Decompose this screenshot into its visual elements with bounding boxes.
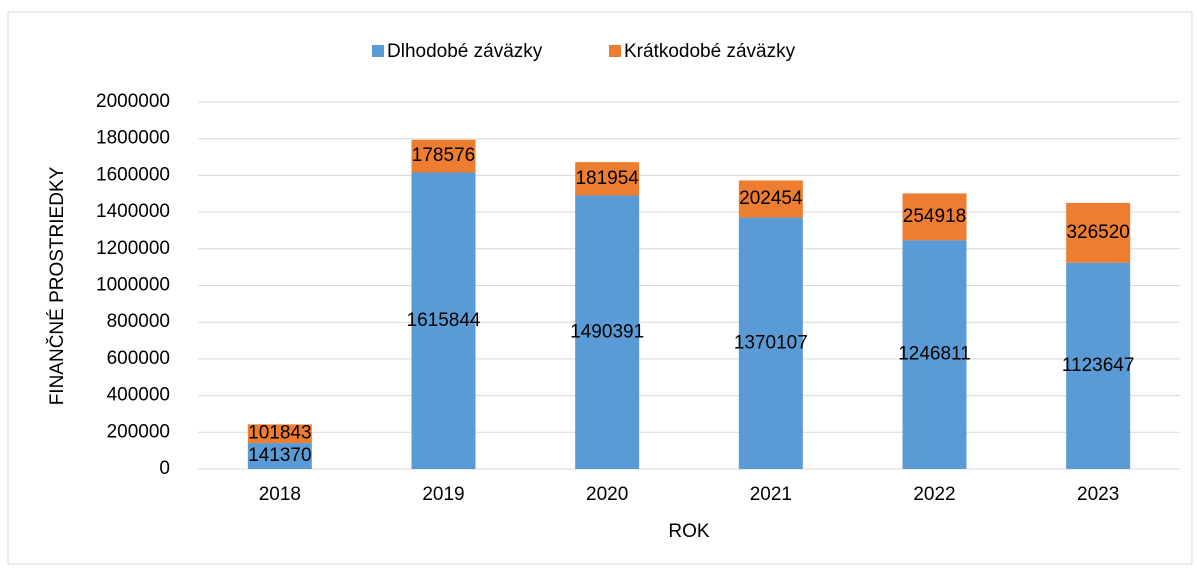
x-tick-label: 2023 bbox=[1077, 484, 1119, 505]
y-tick-label: 0 bbox=[159, 458, 170, 479]
bar-segment bbox=[738, 180, 803, 218]
data-label: 254918 bbox=[903, 206, 966, 227]
y-tick-label: 400000 bbox=[107, 385, 170, 406]
legend-swatch bbox=[372, 45, 384, 57]
bar-segment bbox=[575, 162, 640, 196]
legend-label: Dlhodobé záväzky bbox=[387, 41, 543, 62]
bar-segment bbox=[1066, 202, 1131, 263]
x-tick-label: 2022 bbox=[913, 484, 955, 505]
bar-segment bbox=[247, 443, 312, 469]
y-tick-label: 1600000 bbox=[96, 164, 170, 185]
bar-segment bbox=[411, 139, 476, 173]
y-tick-label: 2000000 bbox=[96, 91, 170, 112]
x-axis-title: ROK bbox=[668, 521, 710, 542]
y-tick-label: 800000 bbox=[107, 311, 170, 332]
data-label: 181954 bbox=[575, 168, 639, 189]
x-tick-label: 2019 bbox=[422, 484, 464, 505]
data-label: 178576 bbox=[412, 145, 475, 166]
legend-swatch bbox=[609, 45, 621, 57]
data-label: 101843 bbox=[248, 423, 311, 444]
bar-segment bbox=[902, 193, 967, 241]
legend-label: Krátkodobé záväzky bbox=[624, 41, 796, 62]
bar-segment bbox=[1066, 262, 1131, 469]
bar-segment bbox=[902, 240, 967, 469]
y-axis-title: FINANČNÉ PROSTRIEDKY bbox=[46, 166, 68, 405]
data-label: 326520 bbox=[1066, 222, 1129, 243]
data-label: 1370107 bbox=[734, 332, 808, 353]
data-label: 1123647 bbox=[1062, 355, 1135, 376]
bar-segment bbox=[738, 217, 803, 469]
bar-segment bbox=[247, 424, 312, 444]
y-tick-label: 600000 bbox=[107, 348, 170, 369]
data-label: 1490391 bbox=[570, 321, 644, 342]
data-label: 1615844 bbox=[407, 310, 481, 331]
x-tick-label: 2021 bbox=[750, 484, 792, 505]
data-label: 141370 bbox=[248, 445, 311, 466]
y-tick-label: 1200000 bbox=[96, 238, 170, 259]
x-tick-label: 2020 bbox=[586, 484, 628, 505]
y-tick-label: 1000000 bbox=[96, 275, 170, 296]
data-label: 1246811 bbox=[898, 344, 971, 365]
bar-segment bbox=[411, 172, 476, 470]
y-tick-label: 1800000 bbox=[96, 128, 170, 149]
data-label: 202454 bbox=[739, 188, 803, 209]
y-tick-label: 200000 bbox=[107, 421, 170, 442]
x-tick-label: 2018 bbox=[259, 484, 301, 505]
y-tick-label: 1400000 bbox=[96, 201, 170, 222]
bar-segment bbox=[575, 195, 640, 469]
